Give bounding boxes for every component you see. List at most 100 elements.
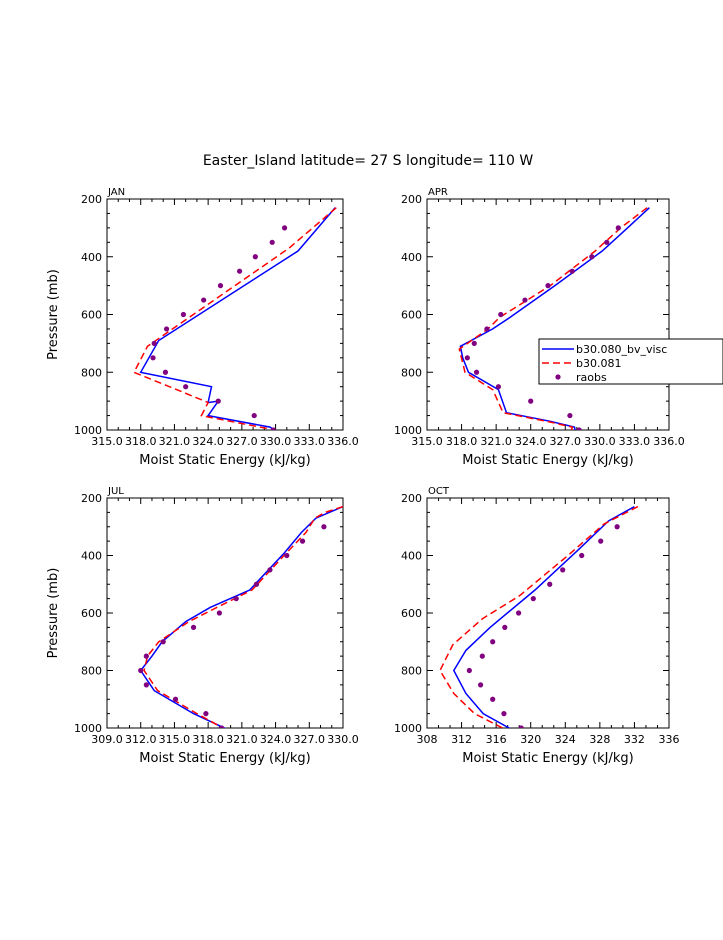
raobs-point (201, 297, 207, 303)
x-tick-label: 330.0 (260, 435, 292, 448)
x-tick-label: 321.0 (226, 733, 258, 746)
raobs-point (203, 711, 209, 717)
raobs-point (270, 427, 276, 430)
y-tick-label: 1000 (74, 722, 102, 735)
raobs-point (479, 653, 485, 659)
panel-label: APR (428, 187, 448, 198)
chart-panel-jul: JUL 309.0 312.0 315.0 318.0 321.0 324.0 327.0 33… (46, 486, 359, 766)
x-tick-label: 327.0 (294, 733, 326, 746)
y-axis-label: Pressure (mb) (46, 269, 61, 360)
raobs-point (547, 581, 553, 587)
raobs-point (269, 239, 275, 245)
x-tick-label: 318.0 (125, 435, 157, 448)
chart-panel-apr: APR 315.0 318.0 321.0 324.0 327.0 330.0 333.0 33… (394, 187, 685, 468)
raobs-point (466, 667, 472, 674)
series-line-b30.080_bv_visc (139, 505, 343, 728)
x-axis-label: Moist Static Energy (kJ/kg) (139, 453, 310, 468)
x-tick-label: 318.0 (446, 435, 478, 448)
y-tick-label: 600 (401, 309, 422, 322)
series-line-b30.080_bv_visc (139, 207, 336, 430)
series-line-b30.080_bv_visc (452, 505, 635, 728)
x-tick-label: 327.0 (550, 435, 582, 448)
raobs-point (180, 311, 187, 318)
raobs-point (560, 567, 566, 573)
raobs-point (522, 297, 528, 303)
raobs-point (321, 524, 327, 530)
raobs-point (484, 326, 490, 332)
raobs-point (615, 225, 621, 231)
y-tick-label: 1000 (74, 424, 102, 437)
x-tick-label: 324.0 (192, 435, 224, 448)
plot-frame (426, 497, 670, 729)
x-axis-label: Moist Static Energy (kJ/kg) (139, 751, 310, 766)
raobs-point (502, 624, 508, 630)
plot-frame (106, 497, 344, 729)
raobs-point (604, 239, 610, 245)
series-line-b30.081 (143, 505, 343, 728)
raobs-point (545, 283, 551, 289)
x-tick-label: 318.0 (192, 733, 224, 746)
raobs-point (281, 225, 288, 231)
panel-label: OCT (428, 486, 450, 497)
plot-frame (106, 198, 344, 431)
plot-area (138, 505, 343, 728)
raobs-point (216, 610, 222, 616)
raobs-point (530, 596, 536, 602)
raobs-point (150, 355, 156, 361)
x-tick-label: 308 (417, 733, 438, 746)
y-tick-label: 200 (81, 193, 102, 206)
legend-label: b30.081 (576, 357, 621, 370)
raobs-point (464, 355, 470, 361)
x-tick-label: 321.0 (480, 435, 512, 448)
x-tick-label: 321.0 (159, 435, 191, 448)
raobs-point (614, 524, 620, 530)
raobs-point (252, 254, 258, 260)
plot-area (439, 505, 639, 728)
y-tick-label: 800 (81, 665, 102, 678)
x-tick-label: 309.0 (91, 733, 123, 746)
x-tick-label: 328 (589, 733, 610, 746)
series-line-b30.080_bv_visc (459, 207, 650, 430)
raobs-point (598, 538, 604, 544)
figure-title: Easter_Island latitude= 27 S longitude= … (203, 153, 533, 169)
x-tick-label: 336.0 (327, 435, 359, 448)
raobs-point (516, 610, 522, 616)
x-axis-label: Moist Static Energy (kJ/kg) (462, 453, 633, 468)
raobs-point (172, 696, 179, 702)
y-tick-label: 600 (81, 309, 102, 322)
x-tick-label: 324.0 (515, 435, 547, 448)
x-tick-label: 336 (659, 733, 680, 746)
y-tick-label: 600 (401, 607, 422, 620)
raobs-point (217, 283, 224, 289)
raobs-point (143, 653, 149, 659)
raobs-point (138, 667, 144, 674)
raobs-point (569, 268, 575, 274)
raobs-point (528, 398, 534, 404)
raobs-point (215, 398, 221, 404)
raobs-point (143, 682, 149, 688)
legend-marker-raobs (555, 374, 561, 380)
y-tick-label: 1000 (394, 722, 422, 735)
raobs-point (251, 412, 257, 419)
legend-box (538, 338, 723, 385)
x-tick-label: 330.0 (327, 733, 359, 746)
raobs-point (162, 369, 169, 375)
chart-panel-oct: OCT 308 312 316 320 324 328 332 336 200 400 600 800 1… (394, 486, 680, 766)
series-line-b30.081 (439, 505, 639, 728)
raobs-point (299, 538, 306, 544)
raobs-point (151, 340, 157, 346)
raobs-point (477, 682, 484, 688)
raobs-point (219, 725, 225, 728)
y-tick-label: 600 (81, 607, 102, 620)
raobs-point (190, 624, 197, 630)
x-tick-label: 333.0 (619, 435, 651, 448)
panel-label: JUL (107, 486, 124, 497)
x-tick-label: 315.0 (411, 435, 443, 448)
x-tick-label: 312 (451, 733, 472, 746)
plot-frame (426, 198, 670, 431)
x-tick-label: 327.0 (226, 435, 258, 448)
y-tick-label: 400 (81, 251, 102, 264)
legend-label: raobs (576, 371, 607, 384)
